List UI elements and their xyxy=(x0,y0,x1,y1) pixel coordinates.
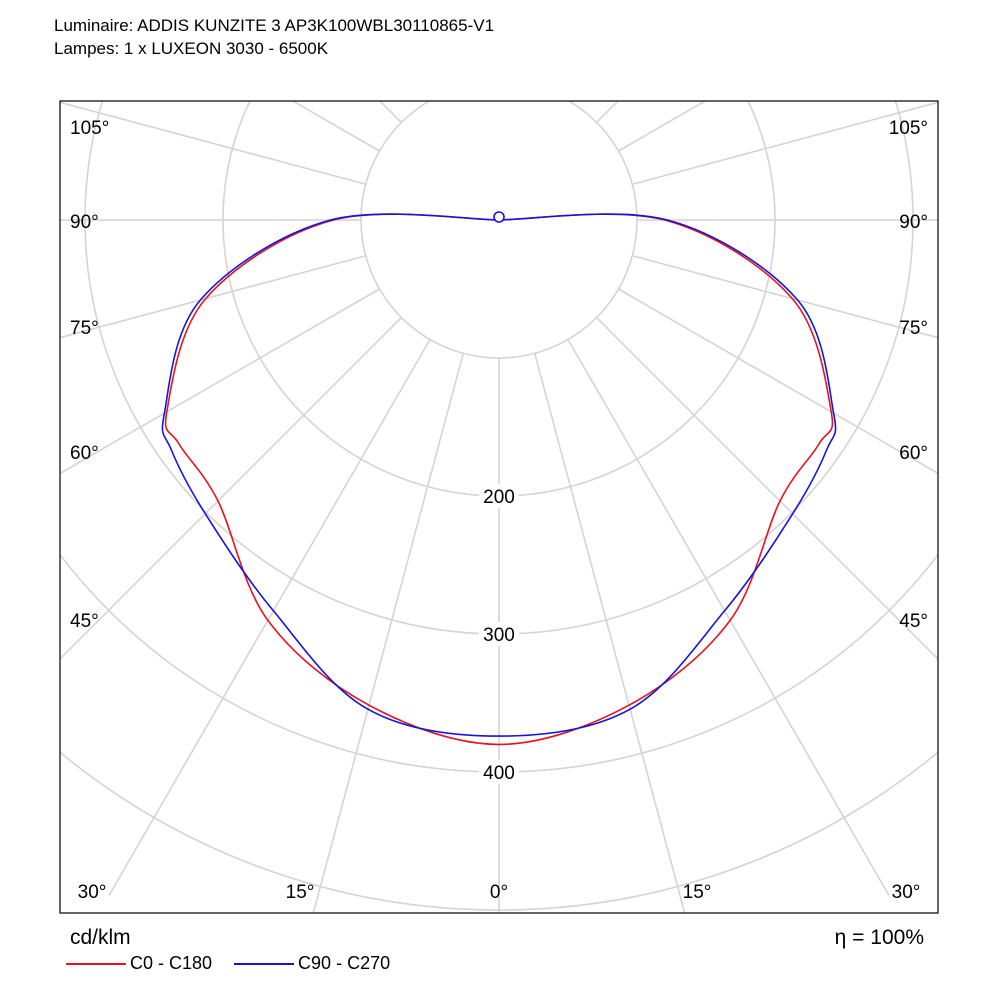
radial-tick-bg xyxy=(479,760,519,784)
series-curve-0 xyxy=(164,213,834,746)
grid-ring xyxy=(60,751,938,911)
legend-item-c90: C90 - C270 xyxy=(234,953,390,974)
grid-spoke xyxy=(60,288,380,475)
grid-ring xyxy=(360,101,638,359)
angle-label-right: 105° xyxy=(889,118,928,139)
angle-label-bottom: 30° xyxy=(78,882,107,903)
grid-spoke xyxy=(596,317,938,661)
grid-spoke xyxy=(618,288,938,475)
grid-spoke xyxy=(312,353,465,913)
grid-spoke xyxy=(60,317,402,661)
radial-tick-bg xyxy=(479,622,519,646)
lamps-label: Lampes: 1 x LUXEON 3030 - 6500K xyxy=(54,39,329,58)
legend-swatch-c90 xyxy=(234,962,295,965)
grid-spoke xyxy=(297,0,463,87)
angle-label-bottom: 30° xyxy=(892,882,921,903)
grid-spoke xyxy=(632,101,938,186)
series-curve-1 xyxy=(161,213,837,737)
grid-spoke xyxy=(567,339,890,896)
unit-label: cd/klm xyxy=(70,926,131,949)
grid-spoke xyxy=(533,353,686,913)
angle-label-left: 90° xyxy=(70,212,99,233)
angle-label-left: 75° xyxy=(70,318,99,339)
angle-label-bottom: 15° xyxy=(286,882,315,903)
grid-spoke xyxy=(291,101,380,152)
luminaire-label: Luminaire: ADDIS KUNZITE 3 AP3K100WBL301… xyxy=(54,16,495,35)
radial-tick-label: 400 xyxy=(483,763,515,784)
grid-spoke xyxy=(108,339,431,896)
radial-tick-label: 200 xyxy=(483,487,515,508)
legend-label-c90: C90 - C270 xyxy=(298,953,391,973)
legend-item-c0: C0 - C180 xyxy=(66,953,212,974)
angle-label-right: 90° xyxy=(899,212,928,233)
angle-label-bottom: 15° xyxy=(683,882,712,903)
grid-ring xyxy=(60,553,938,773)
angle-label-right: 75° xyxy=(899,318,928,339)
angle-label-right: 60° xyxy=(899,443,928,464)
grid-spoke xyxy=(535,0,701,87)
angle-label-left: 60° xyxy=(70,443,99,464)
legend-swatch-c0 xyxy=(66,962,126,965)
efficiency-label: η = 100% xyxy=(834,926,924,949)
grid-spoke xyxy=(568,0,889,100)
radial-tick-label: 300 xyxy=(483,625,515,646)
grid-spoke xyxy=(632,254,938,339)
grid-spoke xyxy=(109,0,430,100)
header: Luminaire: ADDIS KUNZITE 3 AP3K100WBL301… xyxy=(54,14,494,60)
origin-marker xyxy=(493,211,505,223)
grid-spoke xyxy=(60,101,366,186)
angle-label-left: 105° xyxy=(70,118,109,139)
grid-spoke xyxy=(596,101,620,123)
angle-label-left: 45° xyxy=(70,611,99,632)
angle-label-right: 45° xyxy=(899,611,928,632)
legend-label-c0: C0 - C180 xyxy=(130,953,213,973)
grid-spoke xyxy=(618,101,707,152)
plot-frame xyxy=(59,100,939,914)
grid-spoke xyxy=(60,254,366,339)
radial-tick-bg xyxy=(479,484,519,508)
legend: C0 - C180 C90 - C270 xyxy=(66,953,412,974)
angle-label-bottom: 0° xyxy=(490,882,508,903)
